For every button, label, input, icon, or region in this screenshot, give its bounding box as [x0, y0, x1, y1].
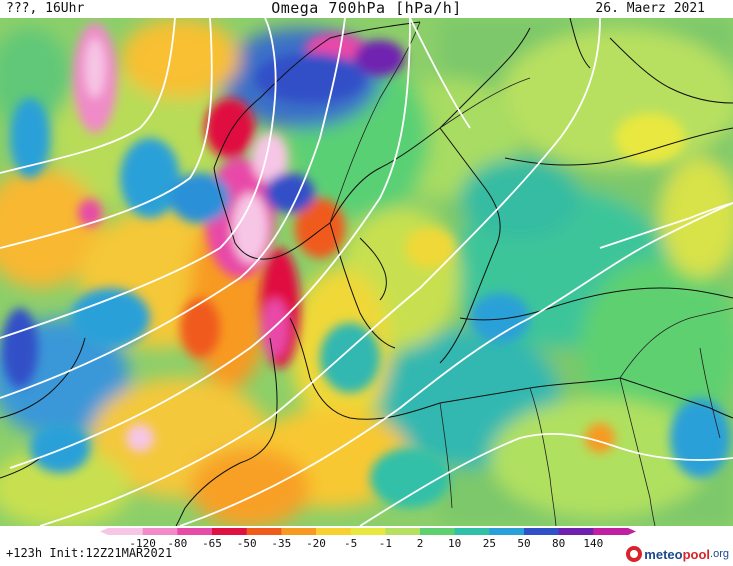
legend-swatch [177, 528, 213, 535]
borders [329, 21, 733, 526]
legend-tick-label: -120 [129, 537, 156, 550]
legend-tick-label: -1 [379, 537, 392, 550]
legend-arrow-high [628, 528, 636, 535]
legend-swatch [454, 528, 490, 535]
legend-tick-label: -35 [271, 537, 291, 550]
omega-field-broad [0, 18, 733, 526]
legend-swatch [489, 528, 525, 535]
legend-swatch [350, 528, 386, 535]
header-bar: ???, 16Uhr Omega 700hPa [hPa/h] 26. Maer… [0, 0, 733, 18]
pressure-isolines [0, 18, 733, 526]
legend-tick-label: -65 [202, 537, 222, 550]
legend-swatch [385, 528, 421, 535]
legend-tick-label: 80 [552, 537, 565, 550]
legend-swatch [316, 528, 352, 535]
legend-swatch [558, 528, 594, 535]
brand-main: meteo [644, 546, 683, 562]
legend-bar: -120 -80 -65 -50 -35 -20 -5 -1 2 10 25 50 80 140 [100, 528, 636, 550]
omega-map [0, 18, 733, 526]
legend-swatch [108, 528, 144, 535]
brand-logo[interactable]: meteo pool .org [626, 544, 729, 564]
brand-accent: pool [682, 546, 711, 562]
legend-tick-label: 2 [417, 537, 424, 550]
coastlines [0, 18, 733, 526]
legend-tick-label: 10 [448, 537, 461, 550]
legend-tick-label: -50 [237, 537, 257, 550]
valid-date-label: 26. Maerz 2021 [595, 1, 705, 16]
legend-tick-label: -5 [344, 537, 357, 550]
meteopool-logo-icon [626, 546, 643, 562]
legend-swatch [524, 528, 560, 535]
legend-swatch [281, 528, 317, 535]
legend-swatch [212, 528, 248, 535]
map-title: Omega 700hPa [hPa/h] [271, 0, 462, 17]
color-legend: -120 -80 -65 -50 -35 -20 -5 -1 2 10 25 50 80 140 [0, 526, 733, 566]
legend-tick-label: 25 [483, 537, 496, 550]
legend-tick-label: -80 [167, 537, 187, 550]
legend-swatch [142, 528, 178, 535]
brand-tld: .org [710, 548, 729, 560]
legend-arrow-low [100, 528, 108, 535]
legend-swatch [593, 528, 629, 535]
map-canvas [0, 18, 733, 526]
run-info: +123h Init:12Z21MAR2021 [6, 546, 173, 560]
legend-tick-label: 50 [517, 537, 530, 550]
legend-tick-label: -20 [306, 537, 326, 550]
legend-tick-label: 140 [583, 537, 603, 550]
legend-swatch [420, 528, 456, 535]
legend-swatch [246, 528, 282, 535]
valid-time-label: ???, 16Uhr [6, 1, 85, 16]
